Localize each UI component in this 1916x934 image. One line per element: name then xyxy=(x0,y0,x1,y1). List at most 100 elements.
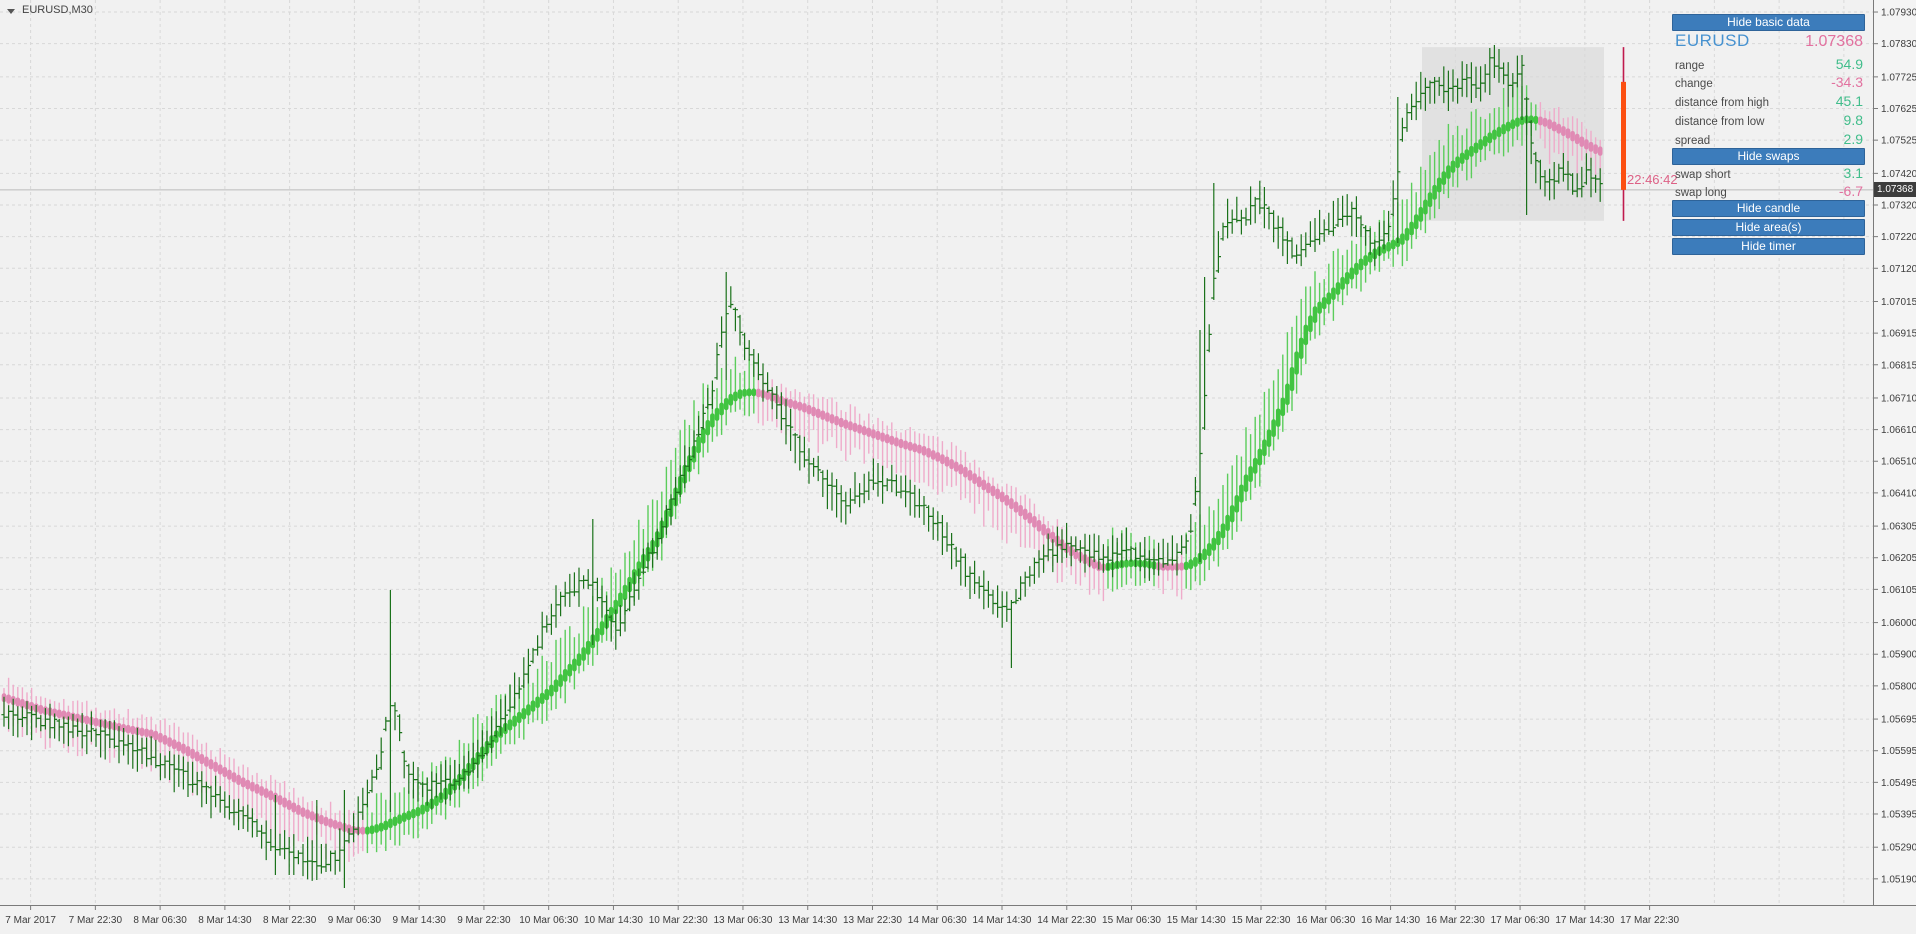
ribbon-body xyxy=(1505,121,1511,132)
hide-timer-button[interactable]: Hide timer xyxy=(1672,238,1865,255)
time-axis-label: 14 Mar 22:30 xyxy=(1037,915,1096,926)
price-bar xyxy=(52,713,58,739)
ribbon-body xyxy=(995,488,1000,500)
ribbon-body xyxy=(1561,126,1566,136)
price-axis-label: 1.07625 xyxy=(1881,104,1916,115)
row-label: range xyxy=(1675,60,1705,72)
price-bar xyxy=(1579,166,1585,198)
ribbon-body xyxy=(1487,132,1493,144)
ribbon-body xyxy=(1179,562,1184,571)
ribbon-body xyxy=(613,599,619,615)
price-bar xyxy=(88,711,94,742)
price-axis-strip xyxy=(1874,0,1916,905)
ribbon-body xyxy=(231,772,237,783)
price-bar xyxy=(397,714,403,742)
row-label: swap short xyxy=(1675,169,1731,181)
ribbon-body xyxy=(291,802,297,813)
ribbon-body xyxy=(328,818,333,828)
ribbon-body xyxy=(1050,531,1056,544)
ribbon-body xyxy=(958,464,964,475)
ribbon-body xyxy=(1091,558,1097,569)
ribbon-body xyxy=(411,808,416,819)
price-bar xyxy=(714,342,720,380)
ribbon-body xyxy=(1574,133,1580,145)
ribbon-body xyxy=(217,764,223,775)
ribbon-body xyxy=(305,809,310,819)
ribbon-body xyxy=(1455,156,1460,169)
ribbon-body xyxy=(507,719,513,731)
ribbon-body xyxy=(176,741,182,752)
ribbon-body xyxy=(1211,537,1217,551)
ribbon-body xyxy=(1459,152,1465,164)
ribbon-body xyxy=(539,692,545,705)
time-axis-label: 10 Mar 22:30 xyxy=(649,915,708,926)
ribbon-body xyxy=(158,732,163,743)
ribbon-body xyxy=(1220,523,1226,539)
price-bar xyxy=(203,781,209,804)
ribbon-body xyxy=(208,759,214,770)
price-bar xyxy=(1565,160,1571,191)
time-axis-label: 8 Mar 06:30 xyxy=(133,915,187,926)
ribbon-body xyxy=(1593,144,1598,155)
ribbon-body xyxy=(1519,116,1525,126)
ribbon-body xyxy=(15,697,21,707)
ribbon-body xyxy=(61,710,67,720)
price-bar xyxy=(640,548,646,575)
ribbon-body xyxy=(185,746,191,757)
ribbon-body xyxy=(1551,121,1557,132)
ribbon-body xyxy=(549,684,554,697)
symbol-dropdown-icon[interactable] xyxy=(7,8,15,14)
ribbon-body xyxy=(1308,315,1313,333)
ribbon-body xyxy=(866,427,872,437)
ribbon-body xyxy=(1427,192,1433,208)
ribbon-body xyxy=(406,810,412,821)
ribbon-body xyxy=(392,816,398,827)
ribbon-body xyxy=(852,422,858,433)
hide-areas-button[interactable]: Hide area(s) xyxy=(1672,219,1865,236)
time-axis-label: 10 Mar 14:30 xyxy=(584,915,643,926)
panel-data-row: spread 2.9 xyxy=(1675,131,1863,147)
price-bar xyxy=(1215,231,1221,273)
ribbon-body xyxy=(1004,494,1010,506)
price-axis-label: 1.07725 xyxy=(1881,72,1916,83)
ribbon-body xyxy=(415,807,421,817)
ribbon-body xyxy=(1441,171,1447,186)
ribbon-body xyxy=(926,448,931,458)
ribbon-body xyxy=(1579,136,1585,147)
price-bar xyxy=(788,408,794,451)
ribbon-body xyxy=(1344,272,1350,285)
ribbon-body xyxy=(1556,123,1562,134)
ribbon-body xyxy=(1202,548,1207,561)
hide-basic-data-button[interactable]: Hide basic data xyxy=(1672,14,1865,31)
ribbon-body xyxy=(148,729,154,739)
ribbon-body xyxy=(130,725,136,735)
price-bar xyxy=(604,595,610,630)
price-bar xyxy=(921,496,927,525)
ribbon-body xyxy=(967,469,973,481)
price-axis-label: 1.06305 xyxy=(1881,522,1916,533)
time-axis-label: 15 Mar 22:30 xyxy=(1232,915,1291,926)
ribbon-body xyxy=(1367,251,1373,263)
price-bar xyxy=(1202,277,1208,430)
ribbon-body xyxy=(259,786,264,796)
ribbon-body xyxy=(1542,117,1548,127)
price-axis-label: 1.05695 xyxy=(1881,715,1916,726)
ribbon-body xyxy=(986,482,991,494)
ribbon-body xyxy=(75,713,80,723)
ribbon-body xyxy=(884,434,890,444)
ribbon-body xyxy=(921,446,927,456)
price-axis-label: 1.07015 xyxy=(1881,297,1916,308)
ribbon-body xyxy=(181,743,186,754)
ribbon-body xyxy=(535,696,540,708)
ribbon-body xyxy=(199,753,205,765)
ribbon-body xyxy=(912,443,918,453)
ribbon-body xyxy=(880,432,885,442)
ribbon-body xyxy=(204,756,209,767)
hide-candle-button[interactable]: Hide candle xyxy=(1672,200,1865,217)
ribbon-body xyxy=(1409,221,1414,236)
price-bar xyxy=(1330,200,1336,236)
hide-swaps-button[interactable]: Hide swaps xyxy=(1672,148,1865,165)
time-axis-label: 16 Mar 22:30 xyxy=(1426,915,1485,926)
ribbon-body xyxy=(944,456,950,467)
